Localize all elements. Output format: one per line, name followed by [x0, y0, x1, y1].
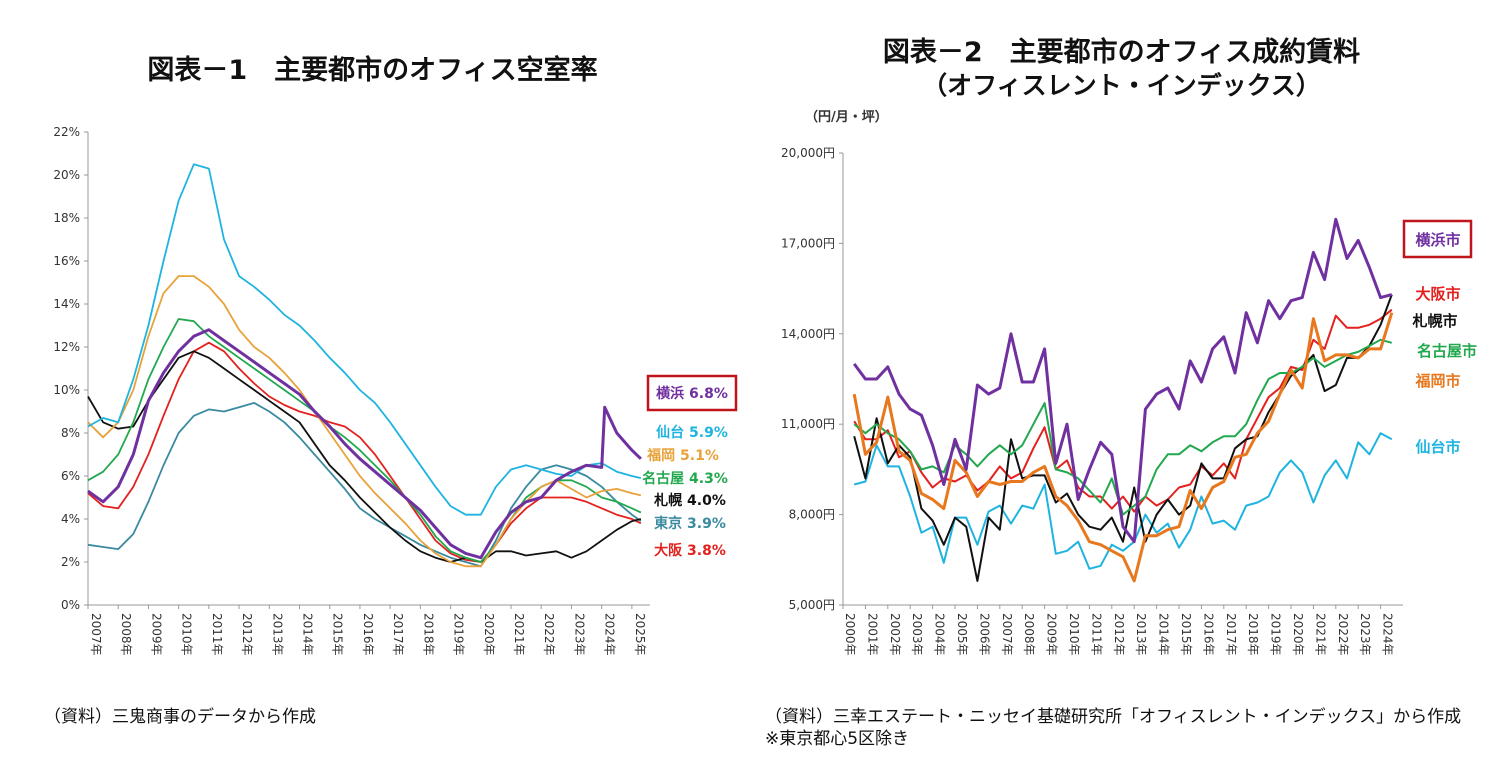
series-line-福岡市	[852, 312, 1394, 583]
y-tick-label: 12%	[53, 340, 80, 354]
x-tick-label: 2011年	[210, 613, 224, 656]
x-tick-label: 2010年	[180, 613, 194, 656]
series-label-名古屋市: 名古屋市	[1417, 342, 1477, 360]
x-tick-label: 2016年	[361, 613, 375, 656]
x-tick-label: 2021年	[1313, 613, 1327, 656]
x-tick-label: 2000年	[843, 613, 857, 656]
x-tick-label: 2014年	[1157, 613, 1171, 656]
y-tick-label: 10%	[53, 383, 80, 397]
y-tick-label: 20,000円	[781, 146, 835, 160]
y-tick-label: 5,000円	[789, 598, 835, 612]
x-tick-label: 2023年	[572, 613, 586, 656]
x-tick-label: 2012年	[240, 613, 254, 656]
y-unit-label: （円/月・坪）	[805, 109, 888, 125]
series-line-名古屋	[87, 318, 642, 563]
series-label-札幌: 札幌 4.0%	[653, 492, 726, 509]
x-tick-label: 2019年	[1269, 613, 1283, 656]
x-tick-label: 2009年	[1045, 613, 1059, 656]
x-tick-label: 2012年	[1112, 613, 1126, 656]
x-tick-label: 2020年	[1291, 613, 1305, 656]
series-line-大阪	[87, 341, 642, 563]
series-label-名古屋: 名古屋 4.3%	[642, 470, 728, 487]
y-tick-label: 11,000円	[781, 417, 835, 431]
series-line-横浜	[87, 328, 642, 560]
x-tick-label: 2015年	[1179, 613, 1193, 656]
x-tick-label: 2022年	[542, 613, 556, 656]
chart1-title: 図表－1 主要都市のオフィス空室率	[147, 55, 598, 86]
y-tick-label: 18%	[53, 211, 80, 225]
x-tick-label: 2022年	[1336, 613, 1350, 656]
x-tick-label: 2008年	[1022, 613, 1036, 656]
y-tick-label: 16%	[53, 254, 80, 268]
x-tick-label: 2018年	[421, 613, 435, 656]
y-tick-label: 4%	[61, 512, 80, 526]
y-tick-label: 6%	[61, 469, 80, 483]
chart2-source: （資料）三幸エステート・ニッセイ基礎研究所「オフィスレント・インデックス」から作…	[765, 707, 1479, 749]
series-label-仙台市: 仙台市	[1415, 438, 1460, 456]
x-tick-label: 2025年	[633, 613, 647, 656]
y-tick-label: 22%	[53, 125, 80, 139]
chart1-source: （資料）三鬼商事のデータから作成	[44, 707, 316, 727]
x-tick-label: 2011年	[1089, 613, 1103, 656]
x-tick-label: 2014年	[301, 613, 315, 656]
x-tick-label: 2004年	[933, 613, 947, 656]
x-tick-label: 2007年	[89, 613, 103, 656]
series-label-大阪: 大阪 3.8%	[654, 542, 726, 559]
series-label-東京: 東京 3.9%	[654, 515, 726, 532]
x-tick-label: 2001年	[865, 613, 879, 656]
x-tick-label: 2005年	[955, 613, 969, 656]
x-tick-label: 2024年	[1381, 613, 1395, 656]
series-line-札幌	[87, 350, 642, 563]
series-line-仙台市	[853, 432, 1393, 570]
rent-line-chart: （円/月・坪） 5,000円 8,000円 11,000円 14,000円 17,000円…	[781, 109, 1477, 656]
highlight-box-yokohama	[1402, 219, 1473, 259]
x-tick-label: 2003年	[910, 613, 924, 656]
x-tick-label: 2019年	[452, 613, 466, 656]
highlight-box-yokohama	[646, 374, 738, 412]
y-tick-label: 20%	[53, 168, 80, 182]
series-label-福岡市: 福岡市	[1414, 372, 1460, 390]
x-tick-label: 2021年	[512, 613, 526, 656]
series-line-東京	[87, 402, 642, 568]
x-tick-label: 2010年	[1067, 613, 1081, 656]
x-tick-label: 2013年	[270, 613, 284, 656]
chart2-title: 図表－2 主要都市のオフィス成約賃料	[882, 37, 1361, 68]
x-tick-label: 2009年	[149, 613, 163, 656]
y-tick-label: 8%	[61, 426, 80, 440]
x-tick-label: 2024年	[603, 613, 617, 656]
x-tick-label: 2007年	[1000, 613, 1014, 656]
x-tick-label: 2006年	[977, 613, 991, 656]
x-tick-label: 2015年	[331, 613, 345, 656]
x-tick-label: 2002年	[888, 613, 902, 656]
rent-chart-panel: 図表－2 主要都市のオフィス成約賃料 （オフィスレント・インデックス） （円/月…	[745, 0, 1498, 781]
series-label-横浜: 横浜 6.8%	[656, 385, 728, 402]
x-tick-label: 2013年	[1134, 613, 1148, 656]
series-line-横浜市	[852, 217, 1393, 544]
y-tick-label: 2%	[61, 555, 80, 569]
x-tick-label: 2008年	[119, 613, 133, 656]
y-tick-label: 0%	[61, 598, 80, 612]
series-line-福岡	[87, 275, 642, 568]
y-tick-label: 17,000円	[781, 236, 835, 250]
y-tick-label: 14,000円	[781, 327, 835, 341]
series-label-札幌市: 札幌市	[1411, 312, 1457, 330]
vacancy-line-chart: 0% 2% 4% 6% 8% 10% 12% 14% 16% 18% 20% 22% 2007年 2008…	[53, 125, 738, 656]
series-label-仙台: 仙台 5.9%	[656, 424, 728, 441]
x-tick-label: 2023年	[1358, 613, 1372, 656]
x-tick-label: 2017年	[1224, 613, 1238, 656]
chart2-subtitle: （オフィスレント・インデックス）	[922, 71, 1321, 100]
y-tick-label: 14%	[53, 297, 80, 311]
x-tick-label: 2017年	[391, 613, 405, 656]
series-label-福岡: 福岡 5.1%	[646, 447, 719, 464]
y-tick-label: 8,000円	[789, 508, 835, 522]
series-label-横浜市: 横浜市	[1415, 231, 1460, 249]
series-label-大阪市: 大阪市	[1415, 285, 1460, 303]
x-tick-label: 2018年	[1246, 613, 1260, 656]
x-tick-label: 2020年	[482, 613, 496, 656]
series-line-名古屋市	[853, 338, 1393, 516]
vacancy-chart-panel: 図表－1 主要都市のオフィス空室率 0% 2% 4% 6% 8% 10% 12% 14% 16%…	[0, 0, 745, 781]
series-line-仙台	[87, 163, 642, 516]
x-tick-label: 2016年	[1201, 613, 1215, 656]
